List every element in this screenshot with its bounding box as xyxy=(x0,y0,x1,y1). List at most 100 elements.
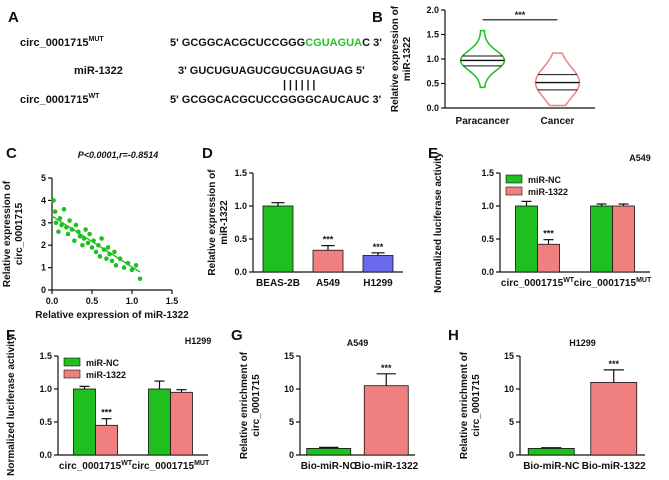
bar xyxy=(312,249,344,273)
bar xyxy=(537,243,560,273)
scatter-point xyxy=(96,242,101,248)
y-tick-label: 0.0 xyxy=(39,450,52,460)
scatter-point xyxy=(112,249,117,255)
scatter-point xyxy=(91,238,96,244)
scatter-point xyxy=(67,218,72,223)
chart-e: 0.0 0.5 1.0 1.5 Normalized luciferase activi… xyxy=(433,152,652,293)
scatter-point xyxy=(105,245,111,250)
y-tick-label: 5 xyxy=(41,173,46,183)
bar xyxy=(362,255,394,273)
scatter-point xyxy=(133,263,139,268)
y-tick-label: 1.0 xyxy=(426,54,439,64)
y-tick-label: 15 xyxy=(284,351,294,361)
bar xyxy=(590,381,638,456)
scatter-point xyxy=(69,227,75,232)
scatter-point xyxy=(64,224,69,230)
legend-label: miR-1322 xyxy=(86,370,126,380)
x-tick-label: 1.5 xyxy=(166,296,179,306)
x-tick-label: circ_0001715WT xyxy=(501,277,575,289)
x-tick-label: circ_0001715MUT xyxy=(574,277,652,289)
x-tick-label: Bio-miR-NC xyxy=(523,461,579,472)
y-tick-label: 5 xyxy=(289,417,294,427)
legend-swatch xyxy=(63,369,81,379)
scatter-point xyxy=(52,209,58,214)
y-tick-label: 1.0 xyxy=(481,201,494,211)
bar xyxy=(612,205,635,273)
bar xyxy=(363,385,409,456)
panel-label-f: F xyxy=(6,327,15,344)
scatter-point xyxy=(61,207,67,212)
scatter-point xyxy=(85,240,91,246)
scatter-point xyxy=(101,247,107,252)
x-axis-label: Relative expression of miR-1322 xyxy=(35,310,189,321)
chart-title: A549 xyxy=(629,153,651,163)
significance-label: *** xyxy=(608,359,619,369)
chart-title: H1299 xyxy=(185,336,212,346)
scatter-point xyxy=(129,267,135,273)
scatter-point xyxy=(99,236,104,241)
panel-label-d: D xyxy=(202,145,213,162)
scatter-point xyxy=(93,249,99,255)
scatter-point xyxy=(53,220,59,226)
bar xyxy=(306,447,352,456)
y-axis-label: Normalized luciferase activity xyxy=(433,152,444,293)
y-tick-label: 0.5 xyxy=(234,234,247,244)
scatter-point xyxy=(57,216,63,221)
y-tick-label: 3 xyxy=(41,218,46,228)
significance-label: *** xyxy=(101,408,112,418)
chart-d: 0.0 0.5 1.0 1.5 Relative expression ofmiR-13… xyxy=(207,168,403,289)
y-tick-label: 0.5 xyxy=(481,234,494,244)
scatter-point xyxy=(104,256,109,261)
scatter-point xyxy=(125,260,131,266)
bar xyxy=(73,388,96,456)
scatter-point xyxy=(80,242,85,248)
y-tick-label: 0.0 xyxy=(234,267,247,277)
scatter-point xyxy=(72,238,77,244)
panel-label-g: G xyxy=(231,327,243,344)
scatter-point xyxy=(107,251,112,257)
x-tick-label: Paracancer xyxy=(456,116,510,127)
wt-sequence: 5' GCGGCACGCUCCGGGGCAUCAUC 3' xyxy=(170,94,382,106)
y-axis-label: Relative enrichment ofcirc_0001715 xyxy=(459,351,482,459)
legend-swatch xyxy=(63,357,81,367)
wt-label: circ_0001715WT xyxy=(20,93,100,106)
y-axis-label: Normalized luciferase activity xyxy=(6,335,17,476)
pairing-lines: |||||| xyxy=(283,79,318,91)
y-tick-label: 15 xyxy=(504,351,514,361)
y-tick-label: 0.5 xyxy=(426,79,439,89)
scatter-point xyxy=(81,236,87,241)
y-axis-label: Relative expression ofmiR-1322 xyxy=(390,5,413,112)
scatter-point xyxy=(117,256,123,261)
violin-body xyxy=(459,29,506,89)
scatter-point xyxy=(51,198,56,203)
x-tick-label: A549 xyxy=(316,278,340,289)
bar xyxy=(527,447,575,456)
x-tick-label: H1299 xyxy=(363,278,393,289)
scatter-point xyxy=(73,222,79,228)
panel-label-c: C xyxy=(6,145,17,162)
significance-label: *** xyxy=(323,235,334,245)
scatter-point xyxy=(77,233,83,239)
significance-label: *** xyxy=(373,242,384,252)
panel-label-e: E xyxy=(428,145,438,162)
scatter-point xyxy=(65,231,71,237)
significance-label: *** xyxy=(515,10,526,20)
y-tick-label: 1 xyxy=(41,263,46,273)
chart-title: A549 xyxy=(347,338,369,348)
y-tick-label: 0 xyxy=(289,450,294,460)
x-tick-label: BEAS-2B xyxy=(256,278,300,289)
y-tick-label: 0.5 xyxy=(39,417,52,427)
y-tick-label: 1.0 xyxy=(39,384,52,394)
chart-title: P<0.0001,r=-0.8514 xyxy=(78,150,159,160)
legend-swatch xyxy=(505,186,523,196)
chart-c: 0 1 2 3 4 5 Relative expression ofcirc_0001715… xyxy=(2,150,189,321)
y-tick-label: 4 xyxy=(41,195,46,205)
significance-label: *** xyxy=(543,229,554,239)
bar xyxy=(148,388,171,456)
panel-label-a: A xyxy=(8,9,19,26)
panel-a: A circ_0001715MUT 5' GCGGCACGCUCCGGGCGUA… xyxy=(8,9,382,106)
bar xyxy=(95,424,118,456)
panel-label-h: H xyxy=(448,327,459,344)
